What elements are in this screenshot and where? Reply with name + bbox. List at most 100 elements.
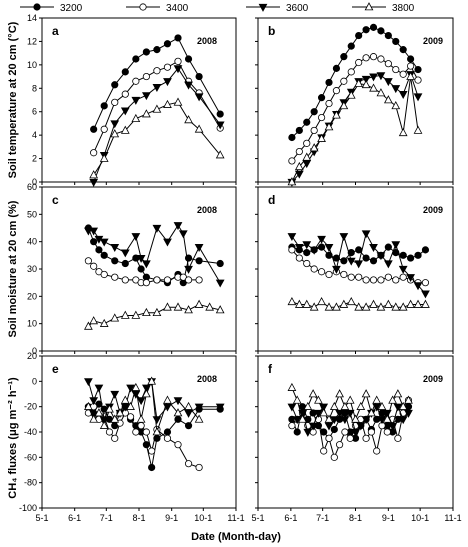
data-point bbox=[163, 434, 172, 442]
year-label: 2008 bbox=[197, 205, 217, 215]
data-point bbox=[89, 227, 99, 236]
data-point bbox=[184, 81, 193, 90]
data-point bbox=[367, 408, 376, 417]
data-point bbox=[152, 84, 162, 92]
data-point bbox=[94, 408, 104, 417]
data-point bbox=[121, 90, 129, 98]
data-point bbox=[355, 246, 363, 254]
data-point bbox=[314, 409, 323, 418]
data-point bbox=[367, 428, 375, 436]
panel-a: 0 2 4 6 8 10 12 14 a 2008 bbox=[27, 13, 237, 187]
series-3800 bbox=[287, 382, 413, 423]
x-tick-label: 11-1 bbox=[227, 513, 244, 523]
data-point bbox=[287, 233, 297, 242]
data-point bbox=[346, 434, 354, 442]
data-point bbox=[421, 279, 430, 287]
data-point bbox=[94, 384, 104, 393]
y-tick-label: 0 bbox=[32, 346, 37, 356]
data-point bbox=[173, 408, 183, 417]
x-tick-label: 8-1 bbox=[349, 513, 362, 523]
data-point bbox=[336, 441, 344, 449]
data-point bbox=[131, 233, 141, 242]
series-3600 bbox=[89, 65, 225, 187]
legend-item: 3200 bbox=[20, 3, 83, 14]
data-point bbox=[287, 177, 297, 186]
legend-label: 3400 bbox=[166, 3, 189, 14]
data-point bbox=[89, 170, 99, 179]
data-point bbox=[90, 262, 98, 270]
data-point bbox=[384, 60, 392, 68]
data-point bbox=[362, 434, 370, 442]
data-point bbox=[136, 414, 146, 423]
data-point bbox=[195, 463, 203, 472]
data-point bbox=[369, 257, 378, 265]
data-point bbox=[131, 96, 141, 105]
data-point bbox=[339, 233, 349, 242]
data-point bbox=[142, 48, 150, 56]
data-point bbox=[317, 296, 326, 306]
data-point bbox=[163, 428, 172, 436]
legend-label: 3800 bbox=[392, 3, 415, 14]
data-point bbox=[137, 265, 145, 273]
data-point bbox=[163, 99, 172, 108]
data-point bbox=[317, 235, 326, 244]
data-point bbox=[309, 143, 319, 152]
data-point bbox=[287, 296, 297, 306]
data-point bbox=[414, 251, 422, 259]
data-point bbox=[132, 428, 140, 436]
data-point bbox=[421, 246, 430, 254]
data-point bbox=[324, 422, 334, 431]
year-label: 2009 bbox=[423, 205, 443, 215]
data-point bbox=[302, 299, 312, 308]
y-tick-label: -40 bbox=[24, 427, 37, 437]
data-point bbox=[100, 102, 108, 110]
x-tick-label: 9-1 bbox=[165, 513, 178, 523]
legend-item: 3800 bbox=[352, 2, 415, 14]
x-tick-label: 5-1 bbox=[251, 513, 264, 523]
data-point bbox=[303, 139, 311, 147]
data-point bbox=[105, 404, 114, 413]
series-3200 bbox=[90, 34, 224, 133]
data-point bbox=[131, 113, 141, 123]
data-point bbox=[369, 299, 378, 308]
data-point bbox=[152, 427, 162, 436]
data-point bbox=[302, 152, 312, 161]
data-point bbox=[194, 244, 204, 252]
panel-d: d 2009 bbox=[255, 186, 454, 354]
data-point bbox=[115, 408, 125, 417]
series-line bbox=[93, 67, 221, 183]
data-point bbox=[120, 249, 130, 258]
data-point bbox=[340, 416, 350, 425]
x-tick-label: 5-1 bbox=[35, 513, 48, 523]
y-tick-label: 10 bbox=[27, 319, 37, 329]
data-point bbox=[110, 120, 120, 129]
data-point bbox=[346, 296, 356, 306]
series-3600 bbox=[84, 222, 225, 288]
data-point bbox=[293, 428, 301, 436]
data-point bbox=[194, 414, 204, 423]
data-point bbox=[355, 31, 363, 40]
data-point bbox=[399, 251, 407, 259]
y-tick-label: 60 bbox=[27, 182, 37, 192]
data-point bbox=[110, 244, 120, 252]
data-point bbox=[84, 401, 93, 410]
panels: 0 2 4 6 8 10 12 14 a 2008 b 2009 0 10 20 30 40 50 60 c 2008 d… bbox=[19, 13, 462, 523]
data-point bbox=[111, 273, 119, 281]
series-line bbox=[88, 224, 221, 283]
data-point bbox=[295, 254, 303, 262]
data-point bbox=[184, 115, 193, 124]
data-point bbox=[399, 70, 407, 78]
data-point bbox=[184, 265, 193, 274]
data-point bbox=[376, 88, 386, 97]
data-point bbox=[153, 276, 161, 284]
data-point bbox=[335, 409, 344, 418]
data-point bbox=[152, 416, 162, 425]
data-point bbox=[351, 414, 360, 423]
data-point bbox=[131, 382, 141, 391]
data-point bbox=[414, 65, 422, 74]
data-point bbox=[347, 273, 355, 281]
y-tick-label: 50 bbox=[27, 209, 37, 219]
y-tick-label: -60 bbox=[24, 452, 37, 462]
data-point bbox=[100, 251, 108, 259]
data-point bbox=[332, 64, 341, 72]
